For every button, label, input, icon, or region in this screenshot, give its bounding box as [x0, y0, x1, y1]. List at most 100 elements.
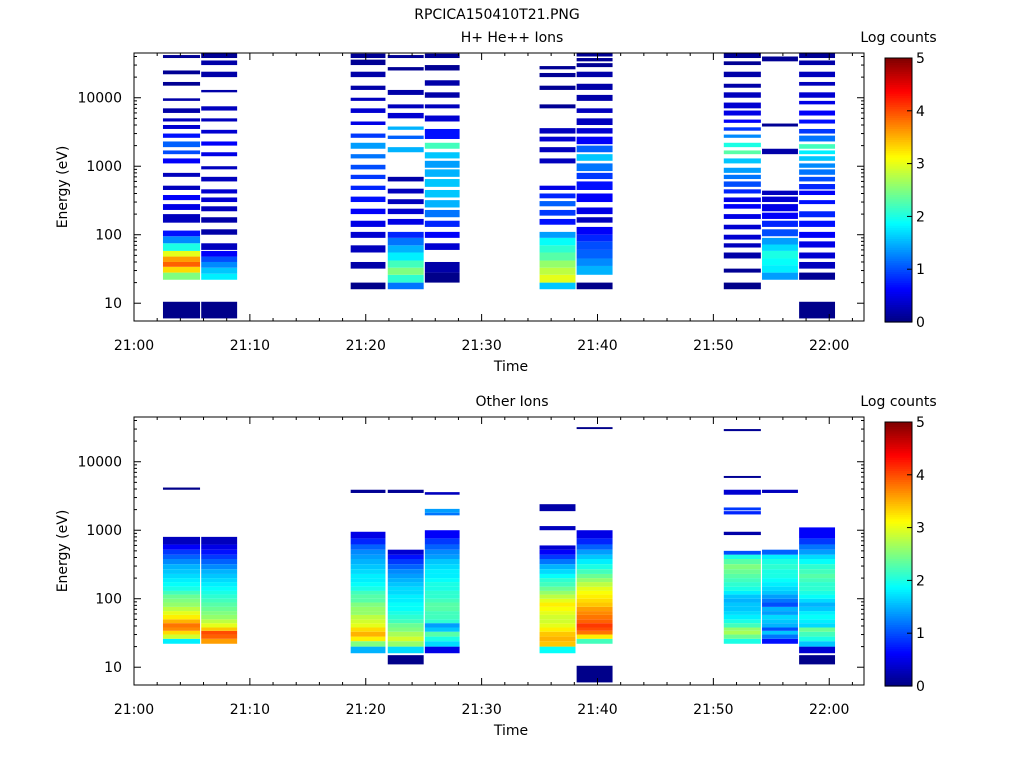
heatmap-cell: [424, 261, 460, 273]
heatmap-cell: [723, 252, 761, 259]
colorbar-segment: [885, 295, 912, 299]
colorbar-segment: [885, 172, 912, 176]
colorbar-segment: [885, 644, 912, 647]
colorbar-segment: [885, 220, 912, 224]
colorbar-segment: [885, 174, 912, 178]
colorbar-segment: [885, 97, 912, 101]
colorbar-segment: [885, 282, 912, 286]
colorbar-segment: [885, 137, 912, 140]
heatmap-cell: [799, 606, 836, 612]
heatmap-cell: [201, 586, 238, 591]
heatmap-cell: [350, 606, 386, 612]
colorbar-segment: [885, 461, 912, 465]
heatmap-cell: [539, 569, 576, 574]
heatmap-cell: [201, 141, 238, 146]
heatmap-cell: [723, 204, 761, 209]
heatmap-cell: [162, 185, 201, 190]
heatmap-cell: [387, 112, 424, 119]
heatmap-cell: [201, 166, 238, 170]
heatmap-cell: [576, 614, 613, 620]
heatmap-cell: [723, 630, 761, 635]
heatmap-cell: [762, 148, 798, 155]
colorbar-segment: [885, 207, 912, 211]
x-tick-label: 21:50: [693, 702, 733, 718]
heatmap-cell: [723, 134, 761, 138]
heatmap-cell: [162, 638, 201, 644]
heatmap-cell: [762, 220, 798, 227]
colorbar-segment: [885, 538, 912, 542]
colorbar-segment: [885, 124, 912, 127]
heatmap-cell: [424, 586, 460, 591]
colorbar-segment: [885, 613, 912, 617]
heatmap-cell: [162, 266, 201, 273]
heatmap-cell: [201, 197, 238, 203]
colorbar-segment: [885, 657, 912, 661]
heatmap-cell: [723, 573, 761, 579]
colorbar-segment: [885, 477, 912, 480]
heatmap-cell: [799, 163, 836, 168]
heatmap-cell: [201, 229, 238, 235]
heatmap-cell: [799, 128, 836, 134]
colorbar-tick-label: 1: [916, 262, 925, 278]
heatmap-cell: [762, 549, 798, 555]
heatmap-cell: [424, 231, 460, 238]
heatmap-cell: [201, 256, 238, 262]
colorbar-segment: [885, 141, 912, 145]
colorbar-segment: [885, 201, 912, 204]
heatmap-cell: [723, 429, 761, 432]
colorbar-segment: [885, 238, 912, 242]
colorbar-segment: [885, 518, 912, 522]
heatmap-cell: [799, 200, 836, 205]
colorbar-segment: [885, 677, 912, 680]
colorbar-segment: [885, 300, 912, 303]
colorbar-segment: [885, 609, 912, 612]
y-tick-label: 1000: [86, 523, 122, 539]
heatmap-cell: [387, 627, 424, 632]
heatmap-cell: [762, 229, 798, 237]
colorbar-segment: [885, 534, 912, 537]
colorbar-tick-label: 2: [916, 573, 925, 589]
colorbar-segment: [885, 474, 912, 478]
heatmap-cell: [350, 231, 386, 238]
heatmap-cell: [350, 636, 386, 642]
heatmap-cell: [799, 60, 836, 66]
heatmap-cell: [799, 590, 836, 595]
heatmap-cell: [539, 559, 576, 565]
colorbar-segment: [885, 569, 912, 573]
colorbar-segment: [885, 490, 912, 493]
heatmap-cell: [201, 564, 238, 570]
x-tick-label: 21:20: [346, 338, 386, 354]
heatmap-cell: [350, 627, 386, 632]
colorbar-segment: [885, 598, 912, 601]
colorbar-segment: [885, 73, 912, 77]
heatmap-cell: [350, 631, 386, 637]
heatmap-cell: [539, 594, 576, 599]
colorbar-segment: [885, 256, 912, 259]
heatmap-cell: [723, 511, 761, 515]
heatmap-cell: [723, 627, 761, 631]
colorbar-segment: [885, 216, 912, 220]
heatmap-cell: [424, 631, 460, 637]
heatmap-cell: [201, 243, 238, 250]
heatmap-cell: [201, 53, 238, 59]
heatmap-cell: [762, 598, 798, 603]
heatmap-cell: [424, 115, 460, 122]
colorbar-segment: [885, 635, 912, 639]
colorbar-segment: [885, 591, 912, 595]
heatmap-cell: [799, 81, 836, 86]
colorbar-segment: [885, 273, 912, 277]
heatmap-cell: [201, 630, 238, 635]
heatmap-cell: [387, 147, 424, 153]
heatmap-cell: [799, 559, 836, 565]
colorbar-segment: [885, 448, 912, 452]
heatmap-cell: [539, 573, 576, 579]
colorbar-segment: [885, 161, 912, 165]
heatmap-cell: [799, 92, 836, 98]
heatmap-cell: [723, 606, 761, 612]
colorbar-segment: [885, 152, 912, 156]
heatmap-cell: [762, 190, 798, 196]
heatmap-cell: [799, 627, 836, 632]
y-tick-label: 10: [104, 660, 122, 676]
colorbar-segment: [885, 551, 912, 555]
colorbar-segment: [885, 479, 912, 482]
